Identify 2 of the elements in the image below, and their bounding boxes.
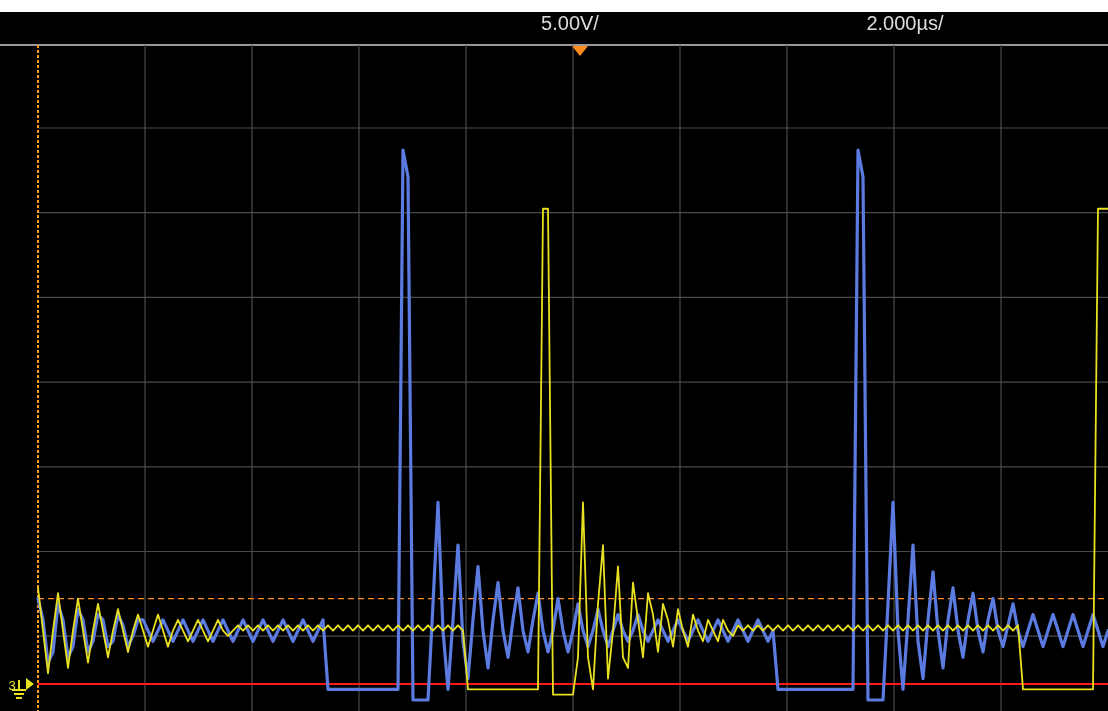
text: 5.00V/ <box>541 12 600 34</box>
text: 2.000µs/ <box>866 12 944 34</box>
